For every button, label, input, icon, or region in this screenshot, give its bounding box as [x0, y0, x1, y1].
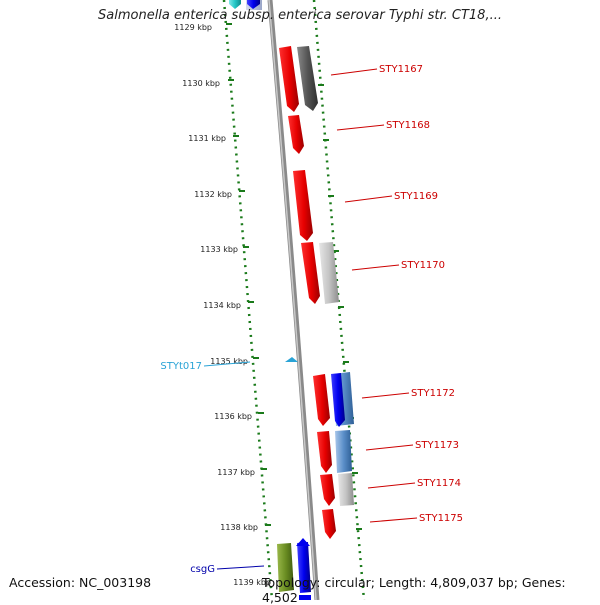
- gene-label-sty1173[interactable]: STY1173: [415, 440, 459, 451]
- ruler-label: 1139 kbp: [233, 578, 271, 587]
- ruler-label: 1136 kbp: [214, 412, 252, 421]
- gene-arrow-sty1170[interactable]: [301, 242, 320, 304]
- gene-arrow-csgg[interactable]: [297, 542, 311, 593]
- feature-callout-csgg: [216, 565, 265, 570]
- gene-callout-sty1170: [351, 264, 400, 271]
- topology-summary: Topology: circular; Length: 4,809,037 bp…: [262, 575, 566, 605]
- gene-arrow-sty1172[interactable]: [313, 374, 330, 426]
- feature-label-csgg[interactable]: csgG: [190, 564, 215, 575]
- genome-backbone-highlight: [268, 0, 317, 600]
- gene-callout-sty1173: [365, 444, 414, 451]
- genome-backbone: [267, 0, 320, 600]
- gene-label-sty1172[interactable]: STY1172: [411, 388, 455, 399]
- gene-arrow-sty1172-blue[interactable]: [331, 373, 345, 427]
- gene-arrow-sty1174-paralog[interactable]: [338, 473, 354, 506]
- gene-arrow-sty1175[interactable]: [322, 509, 336, 539]
- ruler-label: 1137 kbp: [217, 468, 255, 477]
- gene-label-sty1170[interactable]: STY1170: [401, 260, 445, 271]
- gene-callout-sty1172: [361, 392, 410, 399]
- gene-callout-sty1174: [367, 482, 416, 489]
- gene-arrow-cyan[interactable]: [229, 0, 241, 9]
- gene-arrow-csgg-head: [296, 538, 310, 546]
- gene-arrow-sty1173[interactable]: [317, 431, 332, 473]
- feature-callout-stYt017: [203, 361, 251, 367]
- gene-label-sty1169[interactable]: STY1169: [394, 191, 438, 202]
- accession-text: Accession: NC_003198: [9, 575, 152, 590]
- ruler-track-left: [222, 0, 274, 600]
- gene-label-sty1168[interactable]: STY1168: [386, 120, 430, 131]
- ruler-label: 1134 kbp: [203, 301, 241, 310]
- gene-arrow-sty1168[interactable]: [288, 115, 304, 154]
- gene-arrow-sty1173-steel[interactable]: [335, 430, 352, 473]
- gene-arrow-olive[interactable]: [277, 543, 294, 592]
- gene-label-sty1175[interactable]: STY1175: [419, 513, 463, 524]
- ruler-track-right: [312, 0, 366, 600]
- ruler-label: 1133 kbp: [200, 245, 238, 254]
- gene-callout-sty1175: [369, 517, 418, 523]
- ruler-label: 1138 kbp: [220, 523, 258, 532]
- ruler-label: 1130 kbp: [182, 79, 220, 88]
- gene-label-sty1167[interactable]: STY1167: [379, 64, 423, 75]
- gene-label-sty1174[interactable]: STY1174: [417, 478, 461, 489]
- gene-callout-sty1169: [344, 195, 393, 203]
- gene-arrow-sty1174[interactable]: [320, 474, 335, 506]
- gene-callout-sty1168: [336, 124, 385, 131]
- sequence-title: Salmonella enterica subsp. enterica sero…: [98, 8, 502, 23]
- gene-arrow-bottom-blue[interactable]: [299, 595, 311, 600]
- gene-arrow-sty1170-paralog[interactable]: [319, 242, 339, 304]
- ruler-right-ticks: [318, 84, 362, 530]
- gene-arrow-sty1167[interactable]: [279, 46, 299, 112]
- ruler-label: 1131 kbp: [188, 134, 226, 143]
- gene-callout-sty1167: [330, 68, 378, 76]
- gene-arrow-sty1167-paralog[interactable]: [297, 46, 318, 111]
- ruler-label: 1129 kbp: [174, 23, 212, 32]
- gene-arrow-blue[interactable]: [247, 0, 260, 9]
- ruler-label: 1135 kbp: [210, 357, 248, 366]
- gene-arrow-sty1169[interactable]: [293, 170, 313, 241]
- trna-marker-stYt017[interactable]: [285, 357, 298, 362]
- ruler-label: 1132 kbp: [194, 190, 232, 199]
- ruler: 1129 kbp 1130 kbp 1131 kbp 1132 kbp 1133…: [174, 23, 271, 587]
- feature-label-stYt017[interactable]: STYt017: [160, 361, 202, 372]
